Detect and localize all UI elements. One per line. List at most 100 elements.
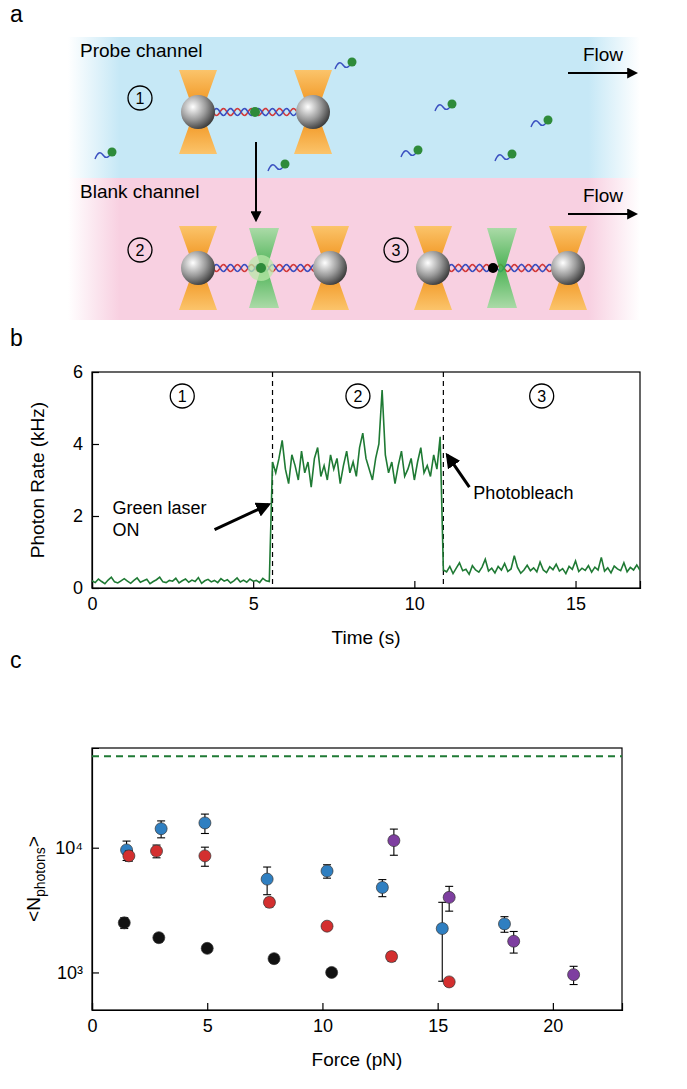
flow-arrow [568, 213, 636, 215]
error-bar-cap [263, 894, 271, 895]
bead [181, 95, 215, 129]
optical-trap [414, 226, 452, 310]
optical-trap [179, 70, 217, 154]
transfer-arrow [255, 142, 257, 220]
floating-probe-dot [108, 148, 117, 157]
floating-probe-dot [448, 100, 457, 109]
data-point [321, 865, 333, 877]
annotation-arrow [215, 505, 269, 530]
tick-mark [322, 1003, 323, 1010]
data-point [261, 873, 273, 885]
data-point [443, 891, 455, 903]
channel [68, 178, 640, 320]
region-circle [170, 384, 194, 408]
data-point [388, 835, 400, 847]
data-point [155, 823, 167, 835]
data-point [443, 976, 455, 988]
error-bar [438, 902, 446, 981]
tick-mark [92, 848, 99, 849]
tick-label: 6 [73, 362, 83, 382]
figure: aProbe channelFlowBlank channelFlow123b0… [0, 0, 687, 1089]
bead [181, 251, 215, 285]
x-axis-tick: 15 [428, 1003, 448, 1036]
floating-probe-dot [348, 58, 357, 67]
data-point [498, 918, 510, 930]
y-axis-line [93, 373, 100, 589]
optical-trap [311, 226, 349, 310]
tick-mark [253, 581, 254, 588]
y-axis: 10³10⁴ [55, 749, 99, 1011]
series [118, 917, 337, 979]
diagram: Probe channelFlowBlank channelFlow123 [68, 37, 640, 320]
flow-arrow [568, 72, 636, 74]
tick-label: 10 [313, 1016, 333, 1036]
series [123, 845, 455, 988]
error-bar-cap [201, 814, 209, 815]
error-bar-cap [378, 879, 386, 880]
x-axis-tick: 5 [249, 581, 259, 614]
trace-line [92, 390, 640, 584]
plot-frame [92, 748, 622, 1010]
x-axis-tick: 10 [313, 1003, 333, 1036]
y-axis-line [93, 749, 100, 1011]
tick-mark [438, 1003, 439, 1010]
data-point [199, 850, 211, 862]
data-point [151, 845, 163, 857]
probe-dot [256, 263, 266, 273]
error-bar-cap [445, 911, 453, 912]
error-bar-cap [390, 829, 398, 830]
bead [551, 251, 585, 285]
error-bar-stem [442, 902, 443, 981]
reference-line [92, 755, 622, 757]
tick-mark [207, 1003, 208, 1010]
step-circle [128, 238, 152, 262]
tick-mark [92, 372, 99, 373]
step-label: 1 [136, 90, 145, 107]
region-circle [346, 384, 370, 408]
x-axis-tick: 15 [566, 581, 586, 614]
error-bar-cap [201, 847, 209, 848]
region-label: 2 [353, 388, 362, 405]
data-point [436, 923, 448, 935]
error-bar-cap [201, 866, 209, 867]
flow-label: Flow [583, 44, 623, 65]
error-bar-cap [201, 833, 209, 834]
flow-label: Flow [583, 185, 623, 206]
data-point [153, 932, 165, 944]
optical-trap [179, 226, 217, 310]
x-axis: 051015 [87, 581, 640, 614]
region-label: 1 [178, 388, 187, 405]
y-axis-title: Photon Rate (kHz) [27, 402, 48, 558]
error-bar-cap [510, 931, 518, 932]
x-axis-tick: 10 [405, 581, 425, 614]
channel [68, 37, 640, 178]
floating-probe-dot [281, 160, 290, 169]
tick-label: 10 [405, 594, 425, 614]
region-circle [530, 384, 554, 408]
panel-letter: a [10, 1, 23, 27]
green-laser [487, 228, 517, 308]
data-point [508, 935, 520, 947]
bead [416, 251, 450, 285]
series [121, 814, 511, 981]
tick-label: 15 [566, 594, 586, 614]
bead [313, 251, 347, 285]
tick-mark [92, 516, 99, 517]
error-bar-cap [153, 857, 161, 858]
data-point [568, 969, 580, 981]
green-laser [249, 228, 279, 308]
step-circle [384, 238, 408, 262]
region-label: 3 [537, 388, 546, 405]
tick-label: 15 [428, 1016, 448, 1036]
figure-svg: aProbe channelFlowBlank channelFlow123b0… [0, 0, 687, 1089]
tick-mark [414, 581, 415, 588]
optical-trap [294, 70, 332, 154]
panel-letter: c [10, 647, 22, 673]
tick-mark [575, 581, 576, 588]
y-axis-tick: 4 [73, 434, 99, 454]
x-axis-line [93, 1003, 623, 1011]
bead [296, 95, 330, 129]
tick-label: 5 [249, 594, 259, 614]
data-point [376, 881, 388, 893]
plot-area [92, 372, 640, 588]
